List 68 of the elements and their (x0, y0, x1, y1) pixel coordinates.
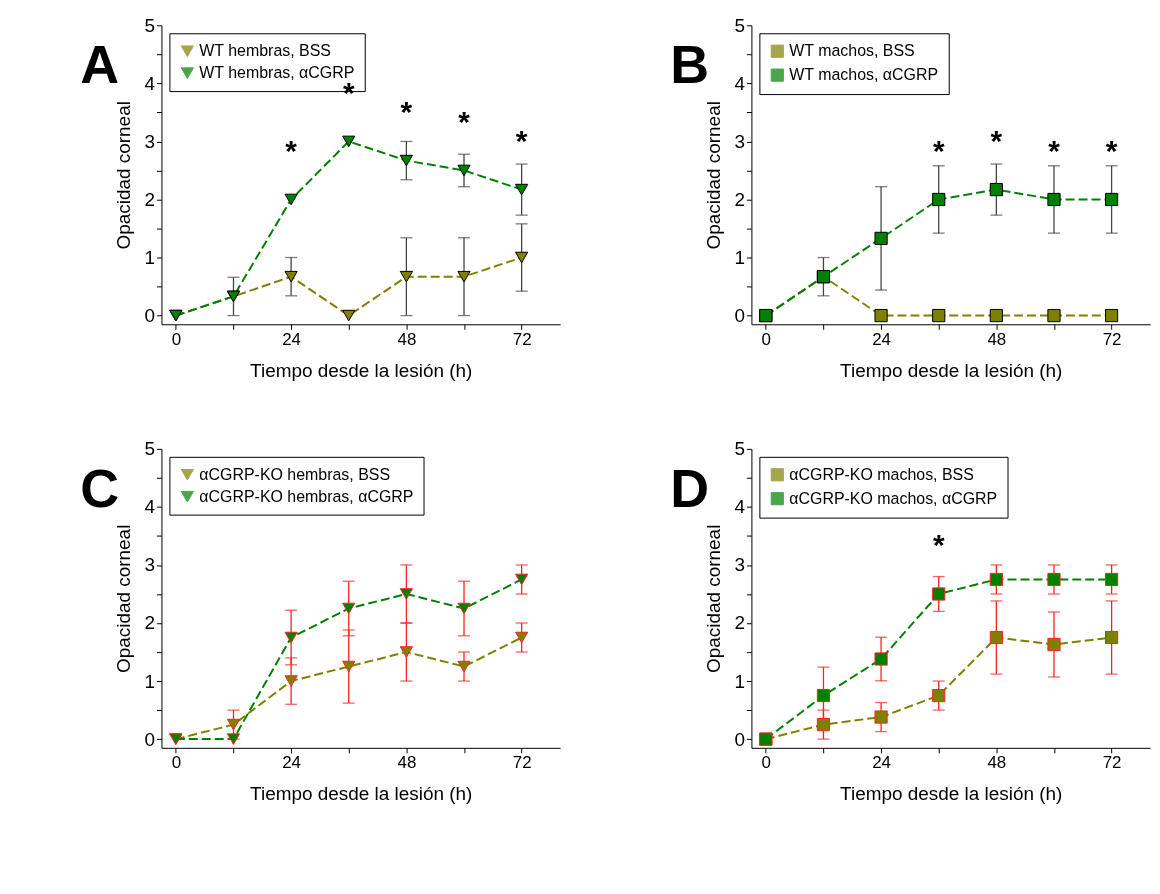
legend-label: αCGRP-KO machos, αCGRP (789, 489, 998, 507)
y-tick-label: 4 (734, 72, 745, 94)
annotation: * (1105, 133, 1118, 167)
y-tick-label: 3 (144, 554, 155, 576)
annotation: * (515, 123, 528, 157)
x-tick-label: 72 (512, 329, 532, 349)
x-tick-label: 24 (872, 753, 891, 773)
legend-label: WT machos, BSS (789, 42, 915, 60)
x-tick-label: 72 (1102, 753, 1122, 773)
y-tick-label: 4 (144, 72, 155, 94)
y-tick-label: 0 (144, 305, 155, 327)
x-tick-label: 24 (282, 329, 302, 349)
y-tick-label: 0 (144, 728, 155, 750)
annotation: * (458, 104, 471, 138)
y-tick-label: 2 (144, 188, 155, 210)
text: A (80, 34, 120, 95)
y-tick-label: 4 (734, 496, 745, 518)
text: C (80, 457, 120, 518)
legend-label: WT hembras, BSS (199, 42, 331, 60)
y-axis-title: Opacidad corneal (113, 101, 135, 250)
x-axis-title: Tiempo desde la lesión (h) (250, 359, 473, 381)
x-tick-label: 24 (872, 329, 891, 349)
x-tick-label: 48 (987, 753, 1007, 773)
y-tick-label: 5 (144, 438, 155, 460)
annotation: * (990, 123, 1003, 157)
x-tick-label: 0 (761, 753, 772, 773)
y-tick-label: 2 (734, 612, 745, 634)
x-tick-label: 24 (282, 753, 302, 773)
x-tick-label: 48 (397, 753, 417, 773)
x-axis-title: Tiempo desde la lesión (h) (840, 783, 1063, 805)
annotation: * (932, 528, 945, 562)
x-tick-label: 72 (1102, 329, 1122, 349)
text: B (670, 34, 710, 95)
legend-label: αCGRP-KO hembras, BSS (199, 465, 391, 483)
y-tick-label: 5 (144, 14, 155, 36)
y-tick-label: 4 (144, 496, 155, 518)
x-tick-label: 0 (761, 329, 772, 349)
legend-label: αCGRP-KO machos, BSS (789, 465, 974, 483)
legend-label: αCGRP-KO hembras, αCGRP (199, 487, 414, 505)
y-tick-label: 2 (734, 188, 745, 210)
legend-label: WT machos, αCGRP (789, 66, 939, 84)
text: D (670, 457, 710, 518)
y-tick-label: 1 (144, 247, 155, 268)
y-tick-label: 2 (144, 612, 155, 634)
y-tick-label: 1 (734, 670, 745, 692)
y-tick-label: 3 (734, 130, 745, 152)
y-tick-label: 5 (734, 14, 745, 36)
y-axis-title: Opacidad corneal (703, 524, 725, 673)
x-axis-title: Tiempo desde la lesión (h) (840, 359, 1063, 381)
y-axis-title: Opacidad corneal (113, 524, 135, 673)
annotation: * (1048, 133, 1061, 167)
y-axis-title: Opacidad corneal (703, 101, 725, 250)
y-tick-label: 3 (144, 130, 155, 152)
y-tick-label: 1 (734, 247, 745, 268)
x-tick-label: 72 (512, 753, 532, 773)
y-tick-label: 3 (734, 554, 745, 576)
annotation: * (932, 133, 945, 167)
x-tick-label: 0 (171, 753, 182, 773)
y-tick-label: 0 (734, 728, 745, 750)
annotation: * (285, 133, 298, 167)
x-tick-label: 48 (397, 329, 417, 349)
annotation: * (400, 94, 413, 128)
y-tick-label: 0 (734, 305, 745, 327)
y-tick-label: 5 (734, 438, 745, 460)
x-tick-label: 48 (987, 329, 1007, 349)
y-tick-label: 1 (144, 670, 155, 692)
x-tick-label: 0 (171, 329, 182, 349)
x-axis-title: Tiempo desde la lesión (h) (250, 783, 473, 805)
